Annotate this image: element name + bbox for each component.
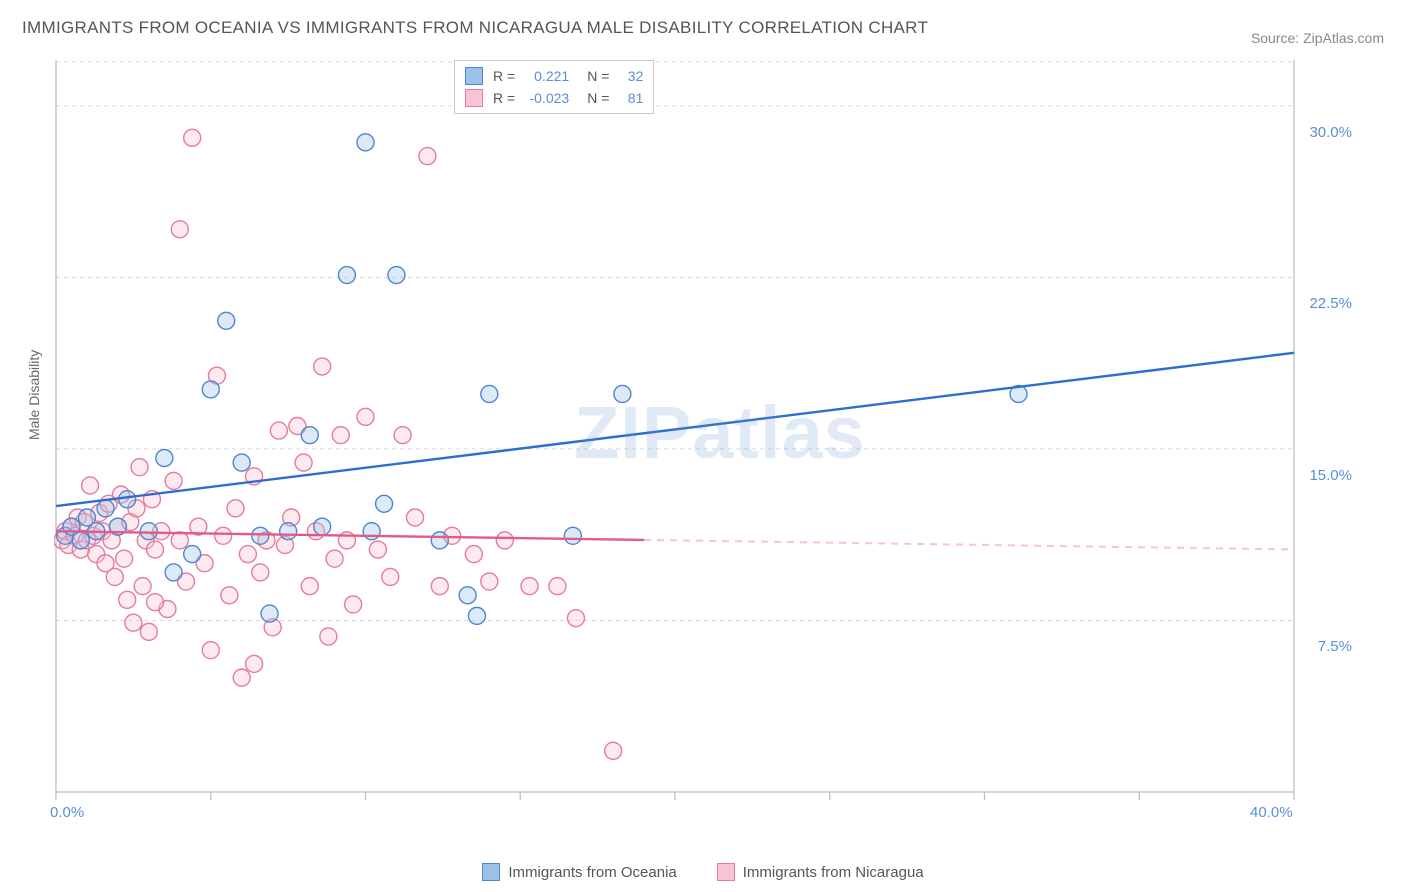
swatch-oceania — [482, 863, 500, 881]
legend-label: Immigrants from Oceania — [508, 864, 676, 881]
y-tick-label: 7.5% — [1318, 638, 1352, 655]
legend-row-nicaragua: R = -0.023 N = 81 — [465, 87, 643, 109]
r-label: R = — [493, 68, 515, 84]
r-label: R = — [493, 90, 515, 106]
swatch-nicaragua — [465, 89, 483, 107]
n-label: N = — [587, 68, 609, 84]
source-label: Source: ZipAtlas.com — [1251, 30, 1384, 46]
x-tick-label: 0.0% — [50, 804, 84, 821]
y-tick-label: 30.0% — [1309, 124, 1352, 141]
legend-label: Immigrants from Nicaragua — [743, 864, 924, 881]
legend-item-nicaragua: Immigrants from Nicaragua — [717, 852, 924, 892]
n-value-oceania: 32 — [615, 68, 643, 84]
y-axis-label: Male Disability — [26, 350, 42, 440]
legend-item-oceania: Immigrants from Oceania — [482, 852, 676, 892]
swatch-oceania — [465, 67, 483, 85]
y-tick-label: 15.0% — [1309, 467, 1352, 484]
x-tick-label: 40.0% — [1250, 804, 1293, 821]
chart-area: ZIPatlas R = 0.221 N = 32 R = -0.023 N =… — [54, 60, 1354, 822]
swatch-nicaragua — [717, 863, 735, 881]
correlation-legend: R = 0.221 N = 32 R = -0.023 N = 81 — [454, 60, 654, 114]
r-value-oceania: 0.221 — [521, 68, 569, 84]
scatter-plot — [54, 60, 1354, 822]
chart-title: IMMIGRANTS FROM OCEANIA VS IMMIGRANTS FR… — [22, 18, 928, 38]
n-label: N = — [587, 90, 609, 106]
n-value-nicaragua: 81 — [615, 90, 643, 106]
bottom-legend: Immigrants from Oceania Immigrants from … — [0, 852, 1406, 892]
legend-row-oceania: R = 0.221 N = 32 — [465, 65, 643, 87]
y-tick-label: 22.5% — [1309, 295, 1352, 312]
r-value-nicaragua: -0.023 — [521, 90, 569, 106]
